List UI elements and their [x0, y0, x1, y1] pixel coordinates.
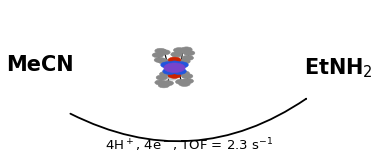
Circle shape	[168, 76, 177, 80]
Text: 4H$^+$, 4e$^-$, TOF = 2.3 s$^{-1}$: 4H$^+$, 4e$^-$, TOF = 2.3 s$^{-1}$	[105, 136, 273, 154]
Circle shape	[183, 50, 195, 56]
Circle shape	[174, 62, 188, 68]
Circle shape	[154, 57, 166, 63]
Circle shape	[168, 57, 181, 63]
Circle shape	[168, 73, 181, 78]
Circle shape	[177, 48, 188, 53]
Circle shape	[163, 68, 177, 74]
Circle shape	[182, 79, 194, 84]
Circle shape	[181, 74, 193, 79]
Circle shape	[169, 61, 180, 66]
Circle shape	[172, 55, 181, 59]
Circle shape	[179, 59, 190, 64]
Circle shape	[174, 48, 185, 53]
Circle shape	[182, 55, 194, 60]
Circle shape	[152, 52, 164, 58]
Circle shape	[156, 75, 167, 80]
Circle shape	[158, 59, 170, 64]
Circle shape	[160, 71, 171, 77]
Circle shape	[164, 63, 185, 72]
Circle shape	[158, 83, 170, 88]
Circle shape	[155, 80, 166, 85]
Circle shape	[179, 81, 190, 86]
Circle shape	[161, 62, 175, 68]
FancyArrowPatch shape	[70, 99, 306, 141]
Circle shape	[181, 47, 192, 52]
Circle shape	[172, 68, 186, 74]
Circle shape	[162, 81, 174, 86]
Text: EtNH$_2$: EtNH$_2$	[304, 56, 372, 80]
Circle shape	[159, 50, 170, 55]
Circle shape	[155, 48, 166, 53]
Text: MeCN: MeCN	[6, 55, 73, 75]
Circle shape	[175, 79, 187, 84]
Circle shape	[171, 52, 182, 57]
Circle shape	[178, 71, 189, 76]
